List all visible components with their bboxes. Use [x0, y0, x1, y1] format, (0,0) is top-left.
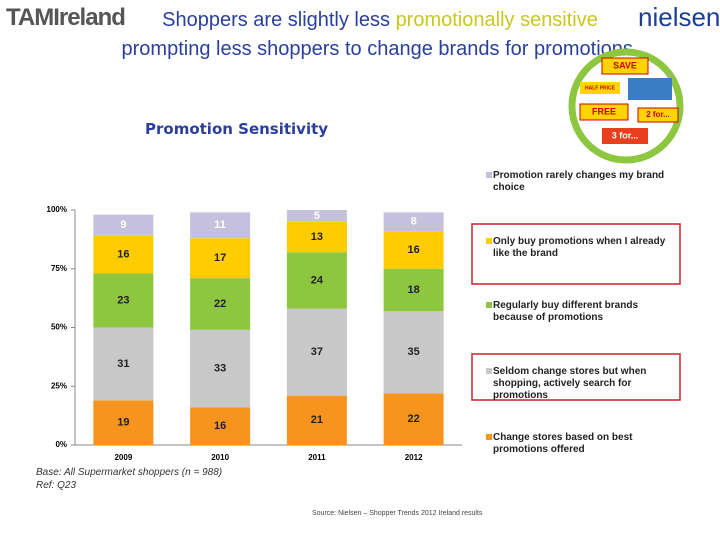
- badge: [601, 57, 649, 75]
- data-label: 16: [408, 244, 420, 256]
- card: [628, 78, 672, 100]
- bar-segment: [383, 311, 444, 394]
- y-tick-label: 50%: [51, 323, 67, 332]
- data-label: 37: [311, 346, 323, 358]
- bar-segment: [93, 327, 154, 401]
- legend-item: Change stores based on best promotions o…: [486, 432, 676, 456]
- bar-segment: [383, 212, 444, 232]
- bar-segment: [286, 252, 347, 309]
- data-label: 11: [214, 219, 226, 231]
- bar-segment: [383, 393, 444, 445]
- bar-segment: [190, 212, 251, 239]
- badge-text: HALF PRICE: [585, 85, 616, 91]
- legend-text: Only buy promotions when I already like …: [493, 236, 666, 259]
- legend-text: Regularly buy different brands because o…: [493, 300, 639, 323]
- data-label: 33: [214, 363, 226, 375]
- bar-segment: [286, 308, 347, 396]
- data-label: 21: [311, 414, 323, 426]
- badge: [602, 128, 648, 144]
- title-part: Shoppers are slightly less: [162, 9, 396, 31]
- legend-item: Seldom change stores but when shopping, …: [486, 366, 676, 402]
- bar-segment: [93, 273, 154, 328]
- data-label: 13: [311, 231, 323, 243]
- title: Shoppers are slightly less promotionally…: [120, 6, 640, 64]
- legend-swatch: [486, 238, 492, 244]
- y-tick-label: 0%: [55, 440, 67, 449]
- title-highlight: promotionally sensitive: [395, 9, 598, 31]
- x-tick-label: 2012: [405, 453, 423, 462]
- data-label: 18: [408, 284, 420, 296]
- x-tick-label: 2011: [308, 453, 326, 462]
- legend-item: Only buy promotions when I already like …: [486, 236, 676, 260]
- bar-segment: [190, 238, 251, 279]
- legend-swatch: [486, 368, 492, 374]
- legend-item: Regularly buy different brands because o…: [486, 300, 676, 324]
- bar-segment: [190, 407, 251, 445]
- badge-text: 2 for...: [646, 110, 670, 119]
- promo-graphic: SAVE HALF PRICE FREE 2 for... 3 for...: [568, 48, 684, 164]
- badge: [579, 103, 629, 121]
- title-part: prompting less shoppers to change brands…: [121, 9, 639, 60]
- data-label: 22: [214, 298, 226, 310]
- data-label: 9: [120, 219, 126, 231]
- bar-segment: [93, 214, 154, 236]
- data-label: 19: [117, 417, 129, 429]
- logo-right: nielsen: [638, 2, 720, 32]
- bar-segment: [383, 231, 444, 269]
- legend-text: Change stores based on best promotions o…: [493, 432, 633, 455]
- legend-swatch: [486, 302, 492, 308]
- y-tick-label: 25%: [51, 381, 67, 390]
- badge-text: FREE: [592, 106, 616, 116]
- bar-segment: [190, 329, 251, 408]
- bar-segment: [286, 210, 347, 222]
- base-note: Base: All Supermarket shoppers (n = 988): [36, 467, 223, 478]
- chart-title: Promotion Sensitivity: [145, 120, 329, 138]
- highlight-box: [471, 353, 681, 401]
- badge: [637, 107, 679, 123]
- data-label: 8: [411, 216, 417, 228]
- data-label: 16: [117, 249, 129, 261]
- bar-segment: [190, 278, 251, 330]
- data-label: 23: [117, 294, 129, 306]
- legend-swatch: [486, 434, 492, 440]
- data-label: 22: [408, 413, 420, 425]
- bar-segment: [286, 395, 347, 445]
- data-label: 5: [314, 210, 320, 222]
- badge: [580, 82, 620, 94]
- bar-segment: [93, 235, 154, 274]
- logo-left: TAMIreland: [6, 4, 126, 31]
- bar-segment: [93, 400, 154, 445]
- data-label: 31: [117, 358, 129, 370]
- source: Source: Nielsen – Shopper Trends 2012 Ir…: [312, 510, 483, 517]
- y-tick-label: 75%: [51, 264, 67, 273]
- badge-text: SAVE: [613, 60, 637, 70]
- badge-text: 3 for...: [612, 130, 639, 140]
- bar-segment: [383, 268, 444, 312]
- ref-note: Ref: Q23: [36, 480, 77, 491]
- bar-segment: [286, 221, 347, 253]
- legend-text: Seldom change stores but when shopping, …: [493, 366, 647, 401]
- data-label: 35: [408, 346, 420, 358]
- legend-item: Promotion rarely changes my brand choice: [486, 170, 676, 194]
- y-tick-label: 100%: [47, 205, 67, 214]
- highlight-box: [471, 223, 681, 285]
- x-tick-label: 2009: [114, 453, 132, 462]
- data-label: 24: [311, 274, 324, 286]
- x-tick-label: 2010: [211, 453, 229, 462]
- data-label: 17: [214, 252, 226, 264]
- legend-swatch: [486, 172, 492, 178]
- legend-text: Promotion rarely changes my brand choice: [493, 170, 665, 193]
- data-label: 16: [214, 420, 226, 432]
